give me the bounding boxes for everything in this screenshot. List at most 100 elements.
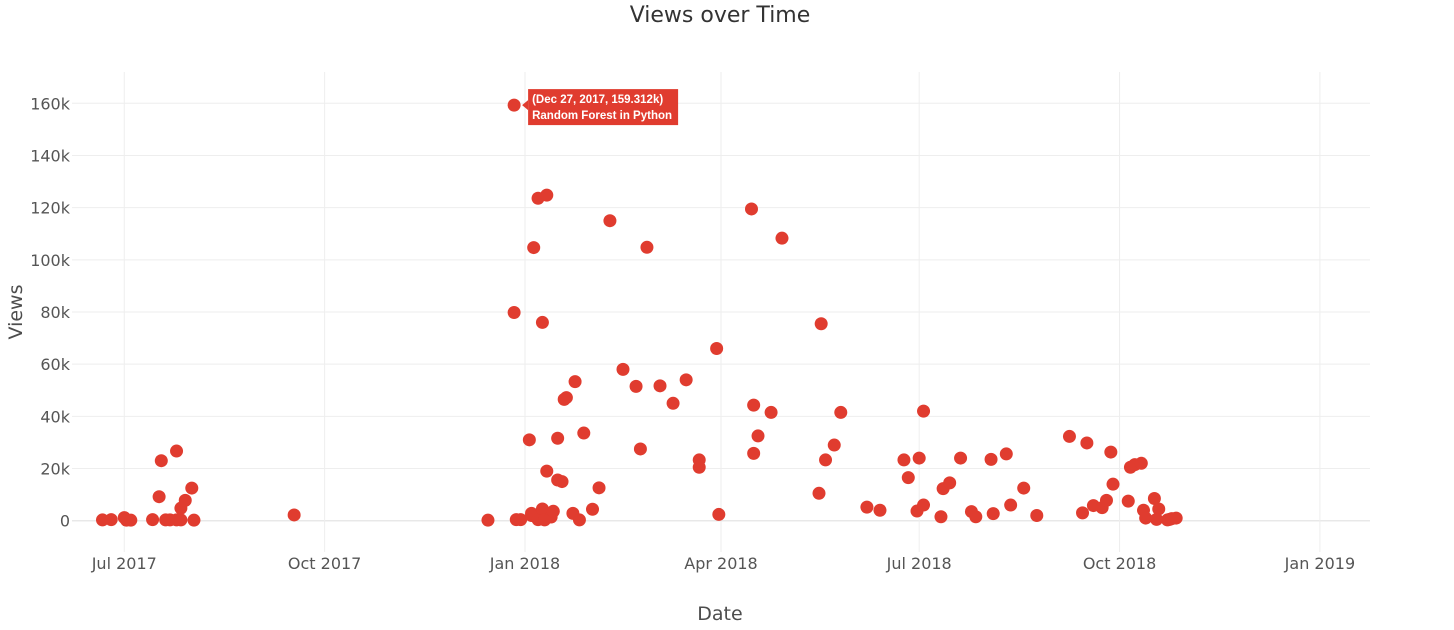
data-point[interactable] bbox=[901, 471, 915, 485]
data-point[interactable] bbox=[666, 396, 680, 410]
data-point[interactable] bbox=[592, 481, 606, 495]
data-point[interactable] bbox=[546, 504, 560, 518]
data-point[interactable] bbox=[1004, 498, 1018, 512]
data-point[interactable] bbox=[551, 431, 565, 445]
y-tick-label: 100k bbox=[30, 251, 71, 270]
data-point[interactable] bbox=[146, 513, 160, 527]
data-point[interactable] bbox=[819, 453, 833, 467]
x-tick-label: Jan 2019 bbox=[1284, 554, 1355, 573]
data-point[interactable] bbox=[954, 451, 968, 465]
data-point[interactable] bbox=[540, 188, 554, 202]
x-tick-label: Oct 2017 bbox=[288, 554, 361, 573]
data-point[interactable] bbox=[969, 510, 983, 524]
data-point[interactable] bbox=[178, 493, 192, 507]
data-point[interactable] bbox=[559, 391, 573, 405]
data-point[interactable] bbox=[1062, 429, 1076, 443]
data-point[interactable] bbox=[633, 442, 647, 456]
data-point[interactable] bbox=[1134, 456, 1148, 470]
data-point[interactable] bbox=[1169, 511, 1183, 525]
data-point[interactable] bbox=[124, 513, 138, 527]
data-point[interactable] bbox=[152, 490, 166, 504]
data-point[interactable] bbox=[712, 507, 726, 521]
x-tick-label: Apr 2018 bbox=[684, 554, 757, 573]
data-point[interactable] bbox=[555, 475, 569, 489]
data-point[interactable] bbox=[507, 306, 521, 320]
data-point[interactable] bbox=[1139, 511, 1153, 525]
data-point[interactable] bbox=[764, 405, 778, 419]
data-point[interactable] bbox=[540, 464, 554, 478]
data-point[interactable] bbox=[1017, 481, 1031, 495]
grid-layer bbox=[72, 72, 1370, 552]
data-point[interactable] bbox=[586, 502, 600, 516]
data-point[interactable] bbox=[507, 98, 521, 112]
data-point[interactable] bbox=[174, 513, 188, 527]
data-point[interactable] bbox=[873, 503, 887, 517]
data-point[interactable] bbox=[104, 513, 118, 527]
data-point[interactable] bbox=[1099, 493, 1113, 507]
data-point[interactable] bbox=[812, 486, 826, 500]
data-point[interactable] bbox=[629, 379, 643, 393]
data-point[interactable] bbox=[834, 405, 848, 419]
tooltip-line-2: Random Forest in Python bbox=[532, 110, 672, 122]
data-point[interactable] bbox=[185, 481, 199, 495]
tooltip-line-1: (Dec 27, 2017, 159.312k) bbox=[532, 94, 663, 106]
data-point[interactable] bbox=[747, 398, 761, 412]
data-point[interactable] bbox=[527, 241, 541, 255]
y-tick-label: 140k bbox=[30, 146, 71, 165]
data-point[interactable] bbox=[1030, 508, 1044, 522]
x-tick-label: Jul 2018 bbox=[886, 554, 952, 573]
data-point[interactable] bbox=[1147, 492, 1161, 506]
data-point[interactable] bbox=[514, 513, 528, 527]
data-point[interactable] bbox=[710, 342, 724, 356]
data-point[interactable] bbox=[917, 404, 931, 418]
data-point[interactable] bbox=[775, 231, 789, 245]
y-tick-label: 80k bbox=[40, 303, 70, 322]
data-point[interactable] bbox=[814, 317, 828, 331]
data-point[interactable] bbox=[1150, 512, 1164, 526]
data-point[interactable] bbox=[943, 476, 957, 490]
data-point[interactable] bbox=[1152, 502, 1166, 516]
data-point[interactable] bbox=[640, 240, 654, 254]
y-tick-label: 0 bbox=[60, 512, 70, 531]
data-point[interactable] bbox=[535, 315, 549, 329]
data-point[interactable] bbox=[692, 460, 706, 474]
data-point[interactable] bbox=[1080, 436, 1094, 450]
data-point[interactable] bbox=[744, 202, 758, 216]
data-point[interactable] bbox=[860, 500, 874, 514]
data-point[interactable] bbox=[751, 429, 765, 443]
data-point[interactable] bbox=[653, 379, 667, 393]
data-point[interactable] bbox=[897, 453, 911, 467]
data-point[interactable] bbox=[522, 433, 536, 447]
y-axis-title: Views bbox=[5, 285, 27, 340]
data-point[interactable] bbox=[616, 362, 630, 376]
y-tick-label: 20k bbox=[40, 460, 70, 479]
data-point[interactable] bbox=[827, 438, 841, 452]
data-point[interactable] bbox=[481, 513, 495, 527]
data-point[interactable] bbox=[535, 502, 549, 516]
data-point[interactable] bbox=[1106, 477, 1120, 491]
data-point[interactable] bbox=[679, 373, 693, 387]
y-tick-label: 120k bbox=[30, 199, 71, 218]
data-point[interactable] bbox=[934, 510, 948, 524]
data-point[interactable] bbox=[154, 454, 168, 468]
data-point[interactable] bbox=[170, 444, 184, 458]
data-point[interactable] bbox=[986, 507, 1000, 521]
x-axis-title: Date bbox=[697, 603, 742, 625]
data-point[interactable] bbox=[187, 513, 201, 527]
data-point[interactable] bbox=[999, 447, 1013, 461]
data-point[interactable] bbox=[747, 446, 761, 460]
data-point[interactable] bbox=[577, 426, 591, 440]
data-point[interactable] bbox=[568, 375, 582, 389]
data-point[interactable] bbox=[1076, 506, 1090, 520]
data-point[interactable] bbox=[1104, 445, 1118, 459]
data-point[interactable] bbox=[984, 452, 998, 466]
data-point[interactable] bbox=[603, 214, 617, 228]
data-point[interactable] bbox=[912, 451, 926, 465]
data-point[interactable] bbox=[572, 513, 586, 527]
data-point[interactable] bbox=[1121, 494, 1135, 508]
tooltip-box bbox=[528, 89, 679, 126]
data-point[interactable] bbox=[287, 508, 301, 522]
x-tick-label: Jan 2018 bbox=[489, 554, 560, 573]
data-point[interactable] bbox=[917, 498, 931, 512]
